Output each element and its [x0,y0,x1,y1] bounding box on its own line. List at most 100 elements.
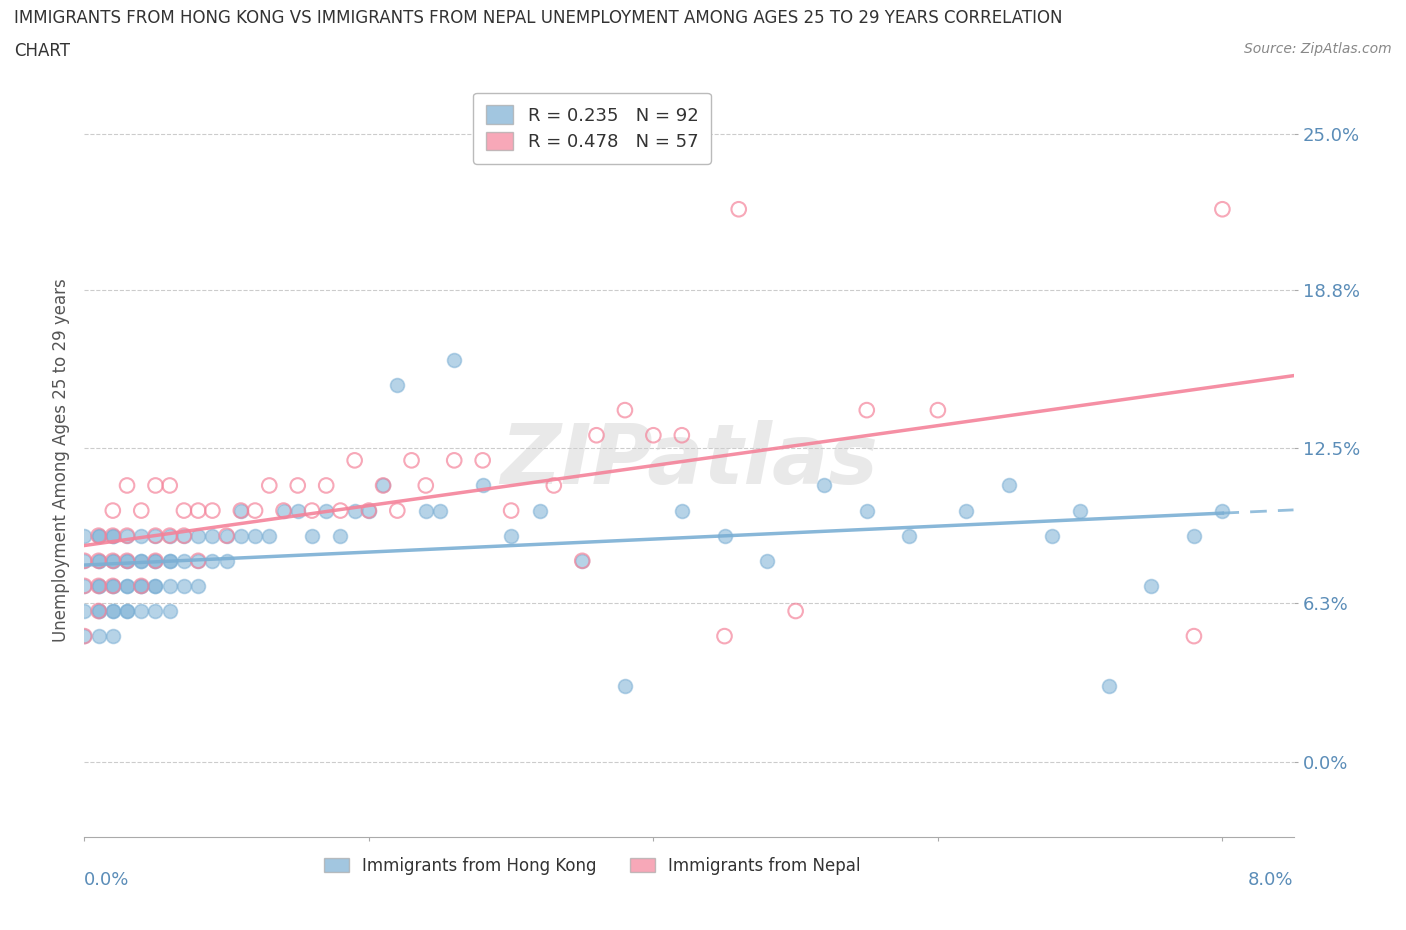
Point [713,629,735,644]
Point [301,503,323,518]
Point [756,553,779,568]
Text: 8.0%: 8.0% [1249,870,1294,889]
Point [159,528,181,543]
Point [173,503,195,518]
Point [187,578,209,593]
Point [571,553,593,568]
Point [1211,202,1233,217]
Point [357,503,380,518]
Text: 0.0%: 0.0% [84,870,129,889]
Point [115,553,138,568]
Point [229,503,252,518]
Point [1040,528,1063,543]
Point [259,528,281,543]
Point [145,553,167,568]
Point [129,578,152,593]
Point [87,528,110,543]
Text: CHART: CHART [14,42,70,60]
Point [301,528,323,543]
Point [315,478,337,493]
Point [145,478,167,493]
Point [529,503,551,518]
Point [87,553,110,568]
Point [159,578,181,593]
Point [115,528,138,543]
Point [173,578,195,593]
Point [315,503,337,518]
Point [159,528,181,543]
Point [101,553,124,568]
Point [501,528,523,543]
Point [443,352,465,367]
Point [1182,528,1205,543]
Point [173,553,195,568]
Point [73,553,96,568]
Point [343,503,366,518]
Point [115,478,138,493]
Point [159,604,181,618]
Point [613,403,636,418]
Point [129,604,152,618]
Point [713,528,735,543]
Point [215,528,238,543]
Point [101,604,124,618]
Y-axis label: Unemployment Among Ages 25 to 29 years: Unemployment Among Ages 25 to 29 years [52,278,70,643]
Point [998,478,1021,493]
Point [87,604,110,618]
Point [429,503,451,518]
Point [571,553,593,568]
Point [115,578,138,593]
Point [415,503,437,518]
Point [73,578,96,593]
Point [813,478,835,493]
Point [129,578,152,593]
Point [927,403,949,418]
Point [329,528,352,543]
Point [115,578,138,593]
Legend: Immigrants from Hong Kong, Immigrants from Nepal: Immigrants from Hong Kong, Immigrants fr… [316,850,868,882]
Point [187,503,209,518]
Point [671,428,693,443]
Point [73,553,96,568]
Point [471,453,494,468]
Point [145,553,167,568]
Point [115,553,138,568]
Point [115,604,138,618]
Point [73,578,96,593]
Point [643,428,665,443]
Point [87,578,110,593]
Point [101,629,124,644]
Point [87,528,110,543]
Point [187,528,209,543]
Point [101,528,124,543]
Point [173,528,195,543]
Point [1097,679,1119,694]
Point [357,503,380,518]
Point [101,553,124,568]
Point [87,578,110,593]
Point [259,478,281,493]
Point [101,578,124,593]
Point [443,453,465,468]
Point [73,528,96,543]
Point [101,528,124,543]
Point [501,503,523,518]
Point [613,679,636,694]
Point [87,629,110,644]
Point [87,578,110,593]
Point [287,478,309,493]
Point [87,528,110,543]
Point [543,478,565,493]
Point [1211,503,1233,518]
Point [101,503,124,518]
Point [101,553,124,568]
Point [585,428,607,443]
Point [129,578,152,593]
Point [187,553,209,568]
Point [215,528,238,543]
Point [159,478,181,493]
Point [87,553,110,568]
Point [187,553,209,568]
Point [229,503,252,518]
Point [785,604,807,618]
